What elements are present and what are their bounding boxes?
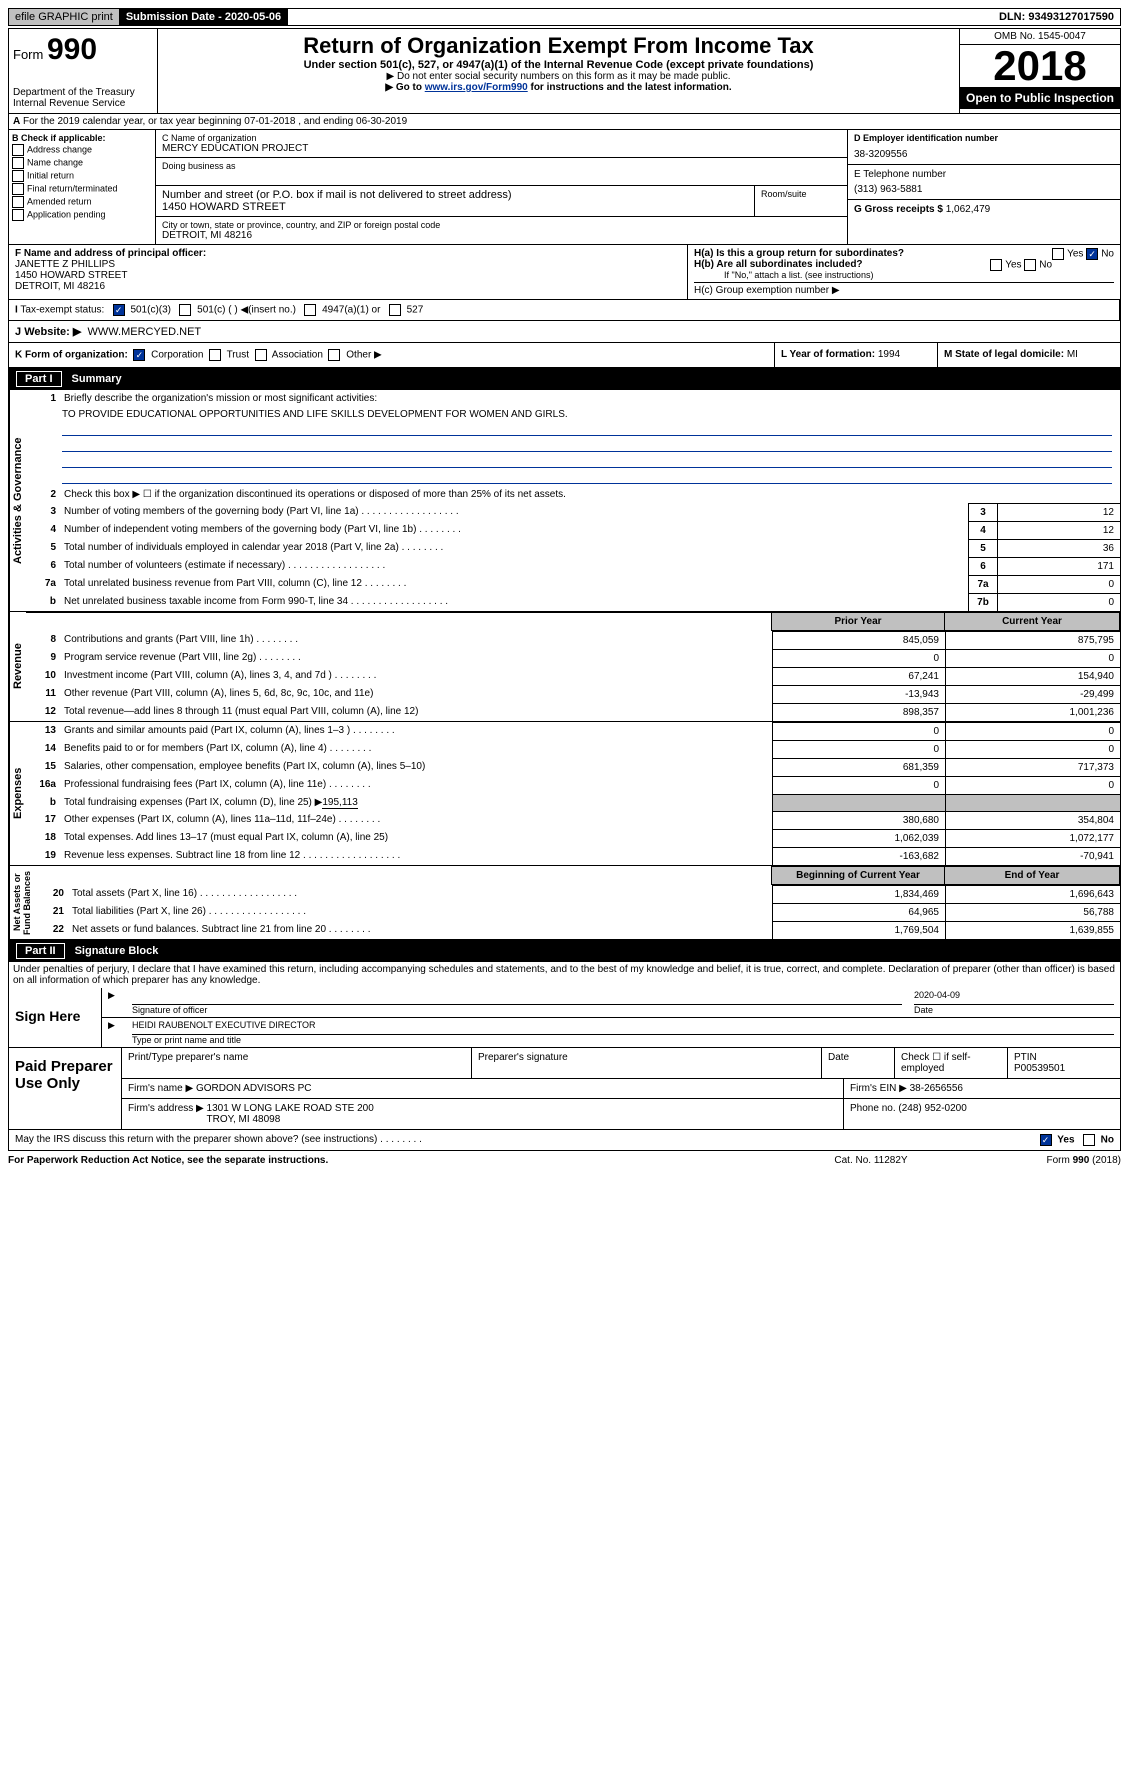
h-c: H(c) Group exemption number ▶ [694, 282, 1114, 296]
firm-name: GORDON ADVISORS PC [196, 1083, 312, 1094]
dln: DLN: 93493127017590 [993, 9, 1120, 25]
part2-header: Part IISignature Block [8, 940, 1121, 962]
col-b-checkboxes: B Check if applicable: Address change Na… [9, 130, 156, 244]
eoy-hdr: End of Year [944, 866, 1120, 885]
officer-info: JANETTE Z PHILLIPS 1450 HOWARD STREET DE… [15, 259, 681, 292]
form-title: Return of Organization Exempt From Incom… [162, 33, 955, 59]
arrow-icon: ▶ [102, 1018, 126, 1047]
cb-final-return[interactable]: Final return/terminated [12, 183, 152, 195]
sign-date: 2020-04-09 [914, 990, 1114, 1005]
expenses-section: Expenses 13Grants and similar amounts pa… [8, 722, 1121, 866]
mission-statement: TO PROVIDE EDUCATIONAL OPPORTUNITIES AND… [26, 407, 1120, 422]
row-klm: K Form of organization: ✓ Corporation Tr… [8, 343, 1121, 368]
dept-label: Department of the Treasury Internal Reve… [13, 87, 153, 109]
street-address: 1450 HOWARD STREET [162, 201, 748, 213]
form-number: Form 990 [13, 33, 153, 67]
footer: For Paperwork Reduction Act Notice, see … [8, 1151, 1121, 1170]
ein-value: 38-3209556 [854, 149, 1114, 160]
block-officer: F Name and address of principal officer:… [8, 245, 1121, 300]
perjury-statement: Under penalties of perjury, I declare th… [8, 962, 1121, 988]
suite-cell: Room/suite [755, 186, 847, 216]
ein-label: D Employer identification number [854, 133, 1114, 143]
netassets-section: Net Assets or Fund Balances Beginning of… [8, 866, 1121, 940]
block-identity: B Check if applicable: Address change Na… [8, 130, 1121, 245]
org-name: MERCY EDUCATION PROJECT [162, 143, 841, 154]
efile-label[interactable]: efile GRAPHIC print [9, 9, 120, 25]
sign-here-block: Sign Here ▶ Signature of officer 2020-04… [8, 988, 1121, 1048]
h-note: If "No," attach a list. (see instruction… [724, 270, 1114, 280]
form-note2: ▶ Go to www.irs.gov/Form990 for instruct… [162, 82, 955, 93]
paid-preparer-block: Paid Preparer Use Only Print/Type prepar… [8, 1048, 1121, 1130]
firm-address: 1301 W LONG LAKE ROAD STE 200 TROY, MI 4… [207, 1103, 374, 1125]
prior-year-hdr: Prior Year [771, 612, 944, 631]
top-bar: efile GRAPHIC print Submission Date - 20… [8, 8, 1121, 26]
arrow-icon: ▶ [102, 988, 126, 1017]
l4-value: 12 [997, 521, 1120, 539]
org-name-cell: C Name of organization MERCY EDUCATION P… [156, 130, 847, 158]
phone-value: (313) 963-5881 [854, 184, 1114, 195]
open-to-public: Open to Public Inspection [960, 87, 1120, 109]
cb-application-pending[interactable]: Application pending [12, 209, 152, 221]
irs-link[interactable]: www.irs.gov/Form990 [425, 82, 528, 93]
revenue-section: Revenue Prior YearCurrent Year 8Contribu… [8, 612, 1121, 722]
l7a-value: 0 [997, 575, 1120, 593]
city-state-zip: DETROIT, MI 48216 [162, 230, 841, 241]
gross-receipts: G Gross receipts $ 1,062,479 [854, 204, 1114, 215]
fundraising-total: 195,113 [322, 797, 357, 809]
current-year-hdr: Current Year [944, 612, 1120, 631]
l7b-value: 0 [997, 593, 1120, 611]
phone-label: E Telephone number [854, 169, 1114, 180]
l3-value: 12 [997, 503, 1120, 521]
h-b: H(b) Are all subordinates included? Yes … [694, 259, 1114, 270]
form-note1: ▶ Do not enter social security numbers o… [162, 71, 955, 82]
discuss-row: May the IRS discuss this return with the… [8, 1130, 1121, 1151]
cb-name-change[interactable]: Name change [12, 157, 152, 169]
form-subtitle: Under section 501(c), 527, or 4947(a)(1)… [162, 59, 955, 71]
city-cell: City or town, state or province, country… [156, 216, 847, 244]
part1-body: Activities & Governance 1Briefly describ… [8, 390, 1121, 612]
l6-value: 171 [997, 557, 1120, 575]
firm-ein: 38-2656556 [910, 1083, 963, 1094]
officer-name: HEIDI RAUBENOLT EXECUTIVE DIRECTOR [132, 1020, 1114, 1035]
section-revenue: Revenue [9, 612, 26, 721]
ptin: P00539501 [1014, 1063, 1065, 1074]
h-a: H(a) Is this a group return for subordin… [694, 248, 1114, 259]
row-j: J Website: ▶ WWW.MERCYED.NET [8, 321, 1121, 343]
tax-year: 2018 [960, 45, 1120, 87]
row-i: I Tax-exempt status: ✓ 501(c)(3) 501(c) … [8, 300, 1121, 321]
cb-initial-return[interactable]: Initial return [12, 170, 152, 182]
submission-date: Submission Date - 2020-05-06 [120, 9, 288, 25]
dba-cell: Doing business as [156, 158, 847, 186]
section-activities-governance: Activities & Governance [9, 390, 26, 611]
section-net-assets: Net Assets or Fund Balances [9, 866, 34, 939]
bcy-hdr: Beginning of Current Year [771, 866, 944, 885]
form-header: Form 990 Department of the Treasury Inte… [8, 28, 1121, 114]
l5-value: 36 [997, 539, 1120, 557]
firm-phone: (248) 952-0200 [898, 1103, 966, 1114]
row-a: A For the 2019 calendar year, or tax yea… [8, 114, 1121, 130]
cb-amended-return[interactable]: Amended return [12, 196, 152, 208]
section-expenses: Expenses [9, 722, 26, 865]
cb-address-change[interactable]: Address change [12, 144, 152, 156]
part1-header: Part ISummary [8, 368, 1121, 390]
street-cell: Number and street (or P.O. box if mail i… [156, 186, 755, 216]
website-value: WWW.MERCYED.NET [87, 326, 201, 338]
